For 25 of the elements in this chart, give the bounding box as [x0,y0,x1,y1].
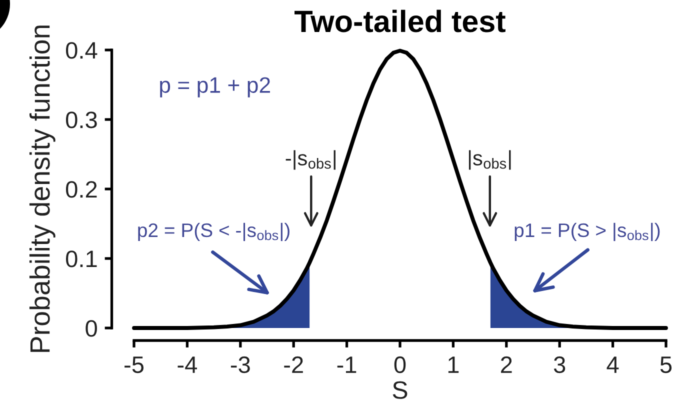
annotation: |s$_{obs}$| [468,150,511,170]
x-tick-label: 3 [554,356,566,374]
annotation: -|s$_{obs}$| [286,150,336,170]
annotation: p1 = P(S > |s$_{obs}$|) [514,222,660,242]
chart-title: Two-tailed test [294,10,506,32]
x-tick-label: -1 [337,356,356,373]
x-tick-label: -5 [124,356,144,374]
y-tick-label: 0.2 [66,181,97,198]
x-tick-label: 2 [501,356,512,373]
y-axis-title: Probability density function [29,26,56,352]
annotation: p2 = P(S < -|s$_{obs}$|) [138,222,290,242]
y-tick-label: 0.3 [66,112,97,128]
x-tick-label: 0 [394,356,406,374]
x-axis-title: S [392,381,408,399]
y-tick-label: 0 [86,320,97,337]
y-tick-label: 0.1 [66,250,97,268]
annotation: p = p1 + p2 [160,77,270,98]
x-tick-label: -4 [178,356,198,373]
x-tick-label: 1 [448,356,459,373]
x-tick-label: -3 [230,356,250,374]
y-tick-label: 0.4 [66,42,98,59]
x-tick-label: -2 [284,356,303,373]
line-series [132,48,668,330]
x-tick-label: 4 [606,356,619,373]
x-tick-label: 5 [660,356,672,374]
